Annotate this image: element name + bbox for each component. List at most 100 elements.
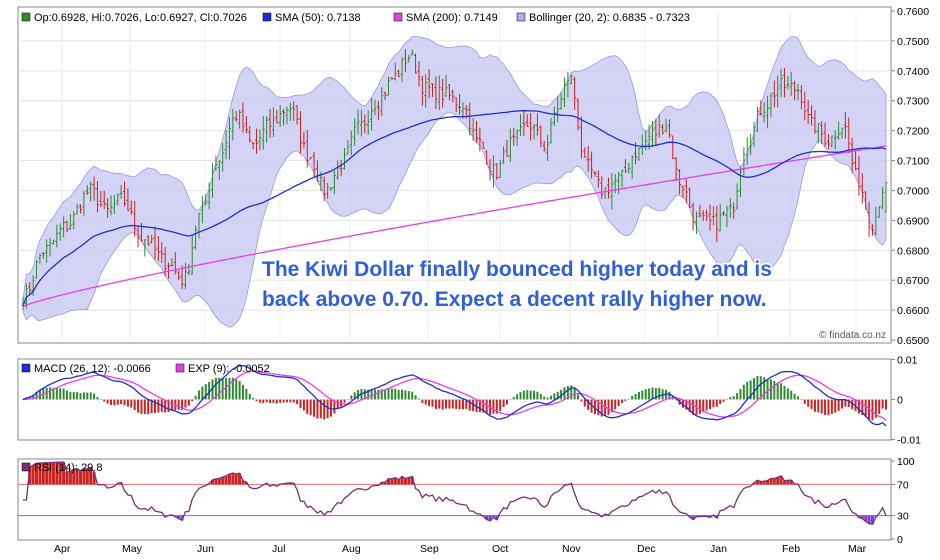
macd-histogram-bar	[384, 389, 387, 400]
macd-histogram-bar	[79, 393, 82, 400]
macd-histogram-bar	[803, 399, 806, 404]
macd-histogram-bar	[336, 399, 339, 410]
macd-histogram-bar	[705, 399, 708, 411]
rsi-overbought-fill	[65, 471, 69, 485]
main-y-axis: 0.7600 0.7500 0.7400 0.7300 0.7200 0.7100 0.70…	[891, 6, 929, 347]
rsi-oversold-fill	[495, 515, 499, 520]
macd-histogram-bar	[864, 399, 867, 418]
macd-histogram-bar	[516, 394, 519, 400]
rsi-y-tick-label: 30	[897, 511, 909, 523]
watermark: © findata.co.nz	[819, 330, 886, 341]
rsi-oversold-fill	[867, 515, 871, 524]
x-tick-label: Dec	[637, 543, 656, 555]
rsi-overbought-fill	[72, 469, 76, 485]
macd-histogram-bar	[370, 389, 373, 400]
rsi-panel-frame	[17, 458, 892, 541]
macd-histogram-bar	[685, 399, 688, 410]
macd-histogram-bar	[187, 399, 190, 406]
macd-histogram-bar	[549, 395, 552, 400]
macd-histogram-bar	[184, 399, 187, 408]
macd-y-tick-label: 0.01	[897, 355, 918, 367]
x-tick-label: Jan	[710, 543, 727, 555]
rsi-overbought-fill	[779, 475, 783, 485]
macd-histogram-bar	[32, 394, 35, 400]
macd-path	[22, 364, 887, 427]
rsi-overbought-fill	[224, 475, 228, 485]
macd-legend-swatch	[21, 363, 31, 373]
macd-histogram-bar	[641, 390, 644, 400]
macd-histogram-bar	[461, 399, 464, 410]
macd-histogram-bar	[472, 399, 475, 412]
rsi-overbought-fill	[776, 477, 780, 485]
macd-histogram-bar	[346, 399, 349, 400]
macd-histogram-bar	[252, 397, 255, 400]
x-tick-label: Jul	[272, 543, 285, 555]
rsi-line	[23, 461, 887, 525]
rsi-overbought-fill	[234, 473, 238, 485]
macd-histogram-bar	[52, 387, 55, 400]
main-y-tick-label: 0.7300	[897, 96, 929, 108]
rsi-overbought-fill	[75, 468, 79, 485]
macd-histogram-bar	[644, 389, 647, 400]
macd-histogram-bar	[668, 391, 671, 400]
macd-histogram-bar	[164, 399, 167, 413]
macd-histogram-bar	[658, 387, 661, 400]
macd-histogram-bar	[62, 388, 65, 400]
macd-histogram-bar	[275, 399, 278, 404]
macd-histogram-bar	[292, 399, 295, 403]
macd-histogram-bar	[82, 392, 85, 400]
main-y-tick-label: 0.7600	[897, 6, 929, 18]
macd-histogram-bar	[407, 391, 410, 400]
x-tick-label: Aug	[342, 543, 361, 555]
macd-y-tick-label: 0	[897, 395, 903, 407]
rsi-overbought-fill	[397, 479, 401, 485]
macd-histogram-bar	[654, 388, 657, 400]
macd-histogram-bar	[610, 399, 613, 413]
rsi-overbought-fill	[241, 480, 245, 485]
macd-histogram-bar	[621, 399, 624, 404]
x-tick-label: Mar	[848, 543, 867, 555]
macd-histogram-bar	[225, 378, 228, 400]
macd-histogram-bar	[245, 388, 248, 400]
rsi-oversold-fill	[870, 515, 874, 525]
macd-histogram-bar	[28, 396, 31, 400]
macd-histogram-bar	[414, 395, 417, 400]
macd-histogram-bar	[709, 399, 712, 410]
macd-histogram-bar	[126, 399, 129, 407]
macd-histogram-bar	[147, 399, 150, 415]
macd-histogram-bar	[885, 399, 887, 410]
macd-histogram-bar	[394, 388, 397, 400]
main-legend: Op:0.6928, Hi:0.7026, Lo:0.6927, Cl:0.70…	[21, 12, 690, 24]
rsi-overbought-fill	[755, 480, 759, 485]
macd-histogram-bar	[35, 391, 38, 400]
macd-histogram-bar	[746, 381, 749, 400]
macd-histogram-bar	[790, 390, 793, 400]
main-y-tick-label: 0.6800	[897, 245, 929, 257]
macd-histogram-bar	[834, 399, 837, 413]
macd-histogram-bar	[106, 399, 109, 404]
macd-histogram-bar	[617, 399, 620, 407]
macd-histogram-bar	[580, 399, 583, 402]
macd-histogram-bar	[725, 399, 728, 400]
macd-histogram-bar	[211, 379, 214, 400]
x-tick-label: May	[122, 543, 143, 555]
macd-histogram-bar	[431, 399, 434, 407]
rsi-overbought-fill	[772, 478, 776, 485]
rsi-oversold-fill	[177, 515, 181, 519]
macd-histogram-bar	[397, 390, 400, 400]
rsi-overbought-fill	[45, 462, 49, 485]
macd-histogram-bar	[759, 376, 762, 400]
macd-histogram-bar	[340, 399, 343, 407]
macd-histogram-bar	[874, 399, 877, 418]
macd-histogram-bar	[824, 399, 827, 415]
macd-histogram-bar	[167, 399, 170, 412]
macd-histogram-bar	[753, 378, 756, 400]
rsi-overbought-fill	[92, 472, 96, 485]
rsi-overbought-fill	[762, 481, 766, 485]
macd-histogram-bar	[878, 399, 881, 414]
rsi-overbought-fill	[214, 478, 218, 485]
rsi-overbought-fill	[387, 478, 391, 485]
macd-histogram-bar	[306, 399, 309, 414]
macd-histogram-bar	[49, 387, 52, 400]
rsi-overbought-fill	[390, 478, 394, 485]
